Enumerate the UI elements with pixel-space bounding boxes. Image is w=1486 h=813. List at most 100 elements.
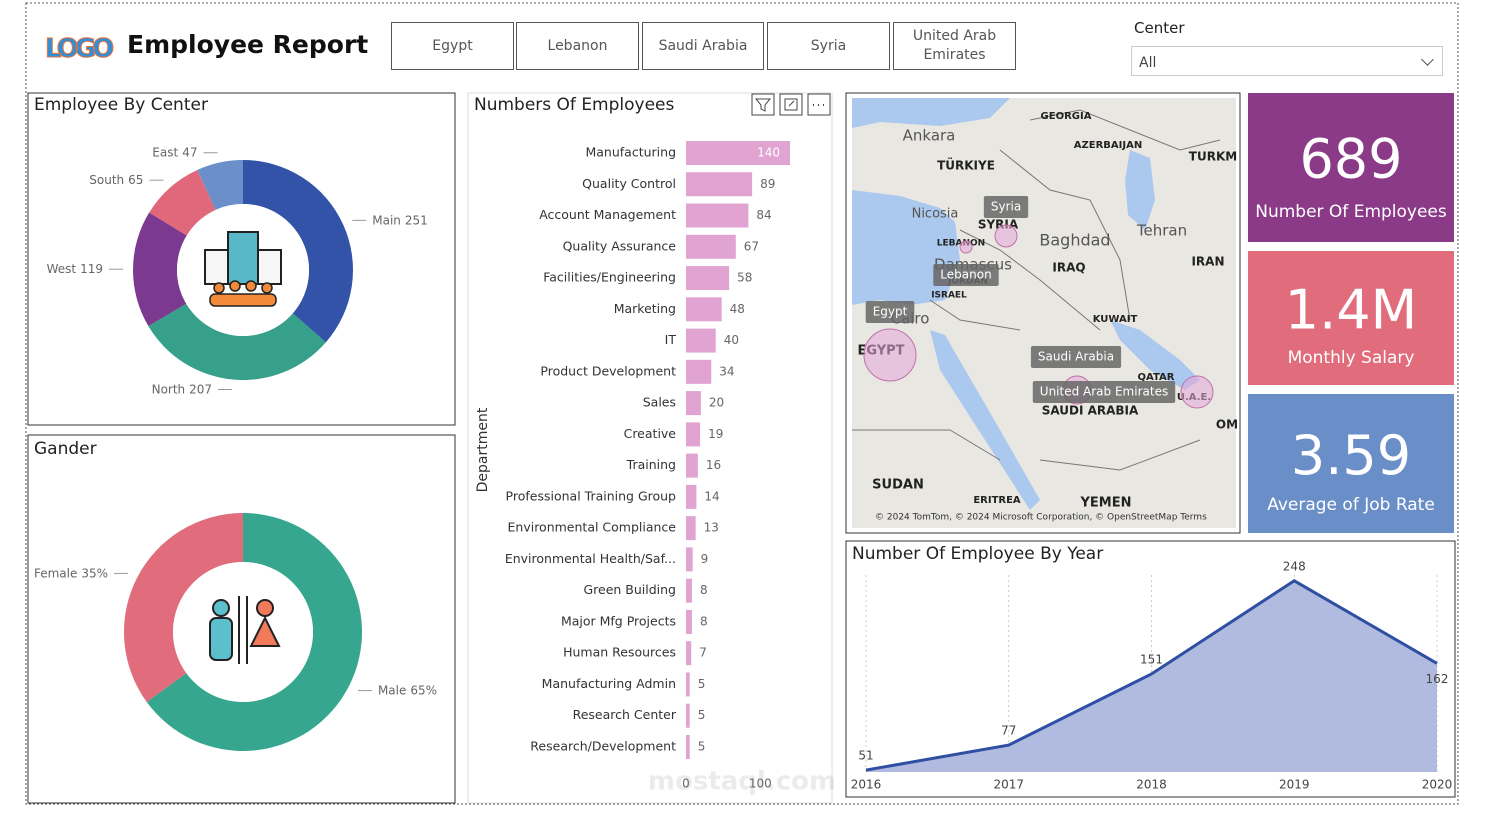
filter-button[interactable]: United Arab Emirates — [893, 22, 1016, 70]
x-tick-label: 0 — [682, 777, 690, 791]
chart-title: Number Of Employee By Year — [852, 544, 1103, 564]
bar — [686, 578, 692, 603]
data-label: 77 — [1001, 724, 1016, 738]
data-label: 5 — [698, 708, 706, 722]
bar — [686, 484, 697, 509]
map-label: ISRAEL — [931, 291, 967, 301]
kpi-value: 1.4M — [1285, 279, 1417, 342]
data-label: South 65 — [89, 173, 143, 187]
category-label: Major Mfg Projects — [561, 613, 676, 628]
panel — [467, 92, 833, 804]
visual-header-icons — [751, 93, 831, 116]
donut-slice — [146, 513, 362, 751]
label-value: 119 — [80, 262, 103, 276]
category-label: Product Development — [540, 363, 676, 378]
page-border — [25, 2, 1459, 805]
filter-button[interactable]: Syria — [767, 22, 890, 70]
bar — [686, 672, 690, 697]
x-tick-label: 2018 — [1136, 778, 1167, 792]
data-label: 40 — [724, 333, 739, 347]
x-tick-label: 2019 — [1279, 778, 1310, 792]
label-category: North — [152, 382, 186, 396]
category-label: Research/Development — [530, 739, 676, 754]
center-icon — [204, 231, 282, 307]
donut-slice — [149, 169, 216, 236]
map: Ankara TÜRKIYE GEORGIA AZERBAIJAN TURKM Nicos… — [852, 98, 1238, 528]
data-label: 9 — [701, 552, 709, 566]
map-tag: United Arab Emirates — [1040, 385, 1168, 399]
watermark: mostaql.com — [648, 767, 836, 797]
map-label: Baghdad — [1039, 231, 1110, 250]
data-label: 20 — [709, 396, 724, 410]
category-label: Environmental Health/Saf... — [505, 551, 676, 566]
map-attribution: © 2024 TomTom, © 2024 Microsoft Corporat… — [875, 513, 1207, 523]
data-label: 5 — [698, 677, 706, 691]
line — [865, 579, 1438, 772]
label-category: Male — [378, 683, 406, 697]
map-tag-bg — [1030, 346, 1122, 368]
filter-icon[interactable] — [751, 93, 775, 116]
data-label: West 119 — [47, 262, 103, 276]
category-label: Marketing — [614, 301, 676, 316]
logo: LOGO — [44, 34, 114, 65]
data-label: 48 — [730, 302, 745, 316]
x-tick-label: 2020 — [1422, 778, 1453, 792]
focus-icon[interactable] — [779, 93, 803, 116]
bar — [686, 609, 692, 634]
donut-slice — [123, 513, 243, 702]
label-value: 47 — [182, 145, 197, 159]
slicer-label: Center — [1134, 19, 1185, 37]
map-label: AZERBAIJAN — [1074, 140, 1142, 151]
donut-slice — [148, 303, 326, 381]
slicer-dropdown[interactable]: All — [1131, 46, 1443, 76]
bar — [686, 453, 698, 478]
filter-button[interactable]: Egypt — [391, 22, 514, 70]
y-axis-label: Department — [475, 407, 491, 492]
map-tag-bg — [983, 196, 1029, 218]
map-tag-bg — [865, 301, 915, 323]
data-label: 67 — [744, 239, 759, 253]
data-label: East 47 — [152, 145, 197, 159]
data-label: 5 — [698, 740, 706, 754]
filter-button[interactable]: Lebanon — [516, 22, 639, 70]
map-label: IRAQ — [1052, 261, 1085, 275]
map-bubble — [1180, 375, 1214, 409]
data-label: 13 — [704, 521, 719, 535]
report-title: Employee Report — [127, 30, 369, 59]
map-bubble — [994, 224, 1018, 248]
data-label: 51 — [858, 749, 873, 763]
label-category: West — [47, 262, 77, 276]
bar — [686, 391, 701, 416]
map-label: GEORGIA — [1041, 111, 1092, 122]
label-value: 207 — [189, 382, 212, 396]
bar — [686, 203, 749, 228]
map-tag-bg — [1032, 381, 1176, 403]
category-label: IT — [665, 332, 677, 347]
data-label: 7 — [699, 646, 707, 660]
x-tick-label: 2016 — [851, 778, 882, 792]
map-label: IRAN — [1191, 255, 1224, 269]
data-label: 8 — [700, 583, 708, 597]
data-label: 84 — [756, 208, 771, 222]
category-label: Environmental Compliance — [508, 520, 677, 535]
more-icon[interactable] — [807, 93, 831, 116]
map-label: OM — [1216, 418, 1238, 432]
map-label: Ankara — [903, 127, 956, 145]
category-label: Quality Control — [582, 176, 676, 191]
map-tag-bg — [933, 264, 999, 286]
bar — [686, 422, 701, 447]
sea — [852, 190, 960, 305]
map-bubble — [959, 240, 973, 254]
bar — [686, 703, 690, 728]
map-label: Nicosia — [912, 207, 959, 222]
donut-hole — [173, 562, 313, 702]
filter-button[interactable]: Saudi Arabia — [642, 22, 764, 70]
chart-title: Numbers Of Employees — [474, 95, 675, 115]
chart-title: Gander — [34, 439, 97, 459]
data-label: 14 — [704, 489, 719, 503]
bar — [686, 266, 730, 291]
kpi-card — [1248, 394, 1454, 533]
donut-slice — [197, 160, 243, 210]
bar — [686, 547, 693, 572]
map-tag: Lebanon — [940, 268, 991, 282]
